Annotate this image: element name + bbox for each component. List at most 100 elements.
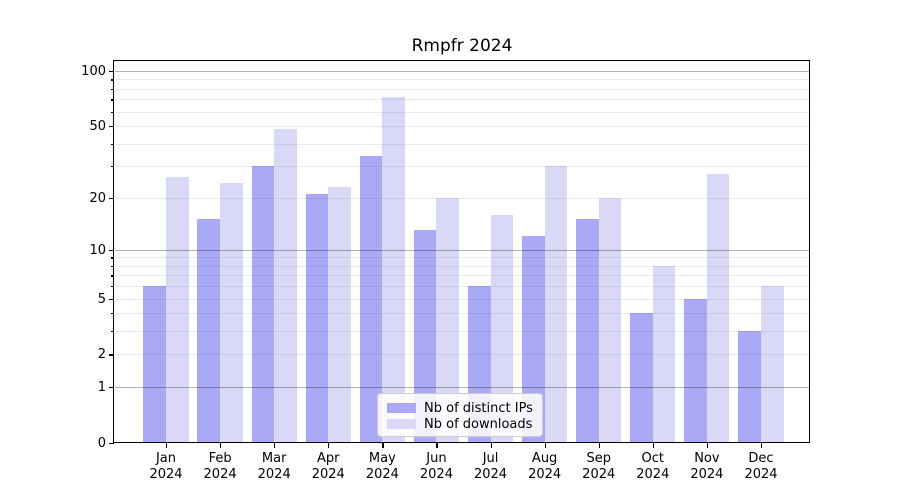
bar-downloads-jun: [436, 197, 460, 443]
x-tick-label-sep: Sep 2024: [569, 451, 629, 483]
chart-title: Rmpfr 2024: [411, 36, 513, 56]
y-tick-0: [109, 443, 114, 445]
bar-downloads-feb: [220, 183, 243, 443]
minor-gridline-3: [115, 331, 809, 333]
minor-gridline-4: [115, 313, 809, 315]
minor-tick-80: [111, 88, 114, 90]
y-tick-100: [109, 70, 114, 73]
legend-swatch-downloads: [387, 419, 416, 429]
legend-swatch-distinct-ips: [387, 403, 416, 413]
minor-gridline-8: [115, 265, 809, 267]
legend: Nb of distinct IPs Nb of downloads: [377, 393, 543, 437]
minor-gridline-90: [115, 79, 809, 81]
y-tick-label-5: 5: [97, 291, 106, 307]
bar-distinct-ips-nov: [684, 298, 707, 443]
x-tick-apr: [328, 443, 330, 448]
x-tick-mar: [274, 443, 276, 448]
major-gridline-1: [115, 387, 809, 389]
bar-downloads-sep: [598, 197, 622, 443]
x-tick-may: [382, 443, 384, 448]
x-tick-label-jun: Jun 2024: [406, 451, 466, 483]
x-tick-label-nov: Nov 2024: [677, 451, 737, 483]
bar-downloads-oct: [652, 265, 676, 443]
x-tick-year-oct: 2024: [636, 467, 670, 482]
y-tick-50: [109, 126, 114, 128]
minor-tick-8: [111, 265, 114, 268]
major-gridline-10: [115, 249, 809, 251]
x-tick-jul: [490, 443, 492, 448]
minor-tick-4: [111, 313, 114, 315]
bar-distinct-ips-mar: [251, 166, 275, 443]
minor-gridline-70: [115, 99, 809, 101]
x-tick-label-feb: Feb 2024: [190, 451, 250, 483]
x-tick-nov: [706, 443, 709, 448]
bar-distinct-ips-apr: [305, 193, 329, 443]
legend-label-downloads: Nb of downloads: [424, 416, 533, 432]
x-tick-label-mar: Mar 2024: [244, 451, 304, 483]
x-tick-year-mar: 2024: [257, 467, 291, 482]
bar-downloads-dec: [760, 286, 784, 443]
minor-gridline-50: [115, 126, 809, 128]
bar-downloads-apr: [328, 186, 351, 443]
minor-gridline-20: [115, 197, 809, 199]
x-tick-year-sep: 2024: [582, 467, 616, 482]
bar-downloads-may: [382, 97, 405, 443]
legend-item-distinct-ips: Nb of distinct IPs: [387, 400, 533, 416]
y-tick-label-2: 2: [97, 347, 106, 363]
minor-tick-30: [111, 166, 114, 168]
x-tick-year-jul: 2024: [473, 467, 508, 482]
minor-gridline-6: [115, 286, 809, 288]
bar-distinct-ips-aug: [522, 236, 545, 443]
y-tick-label-100: 100: [81, 63, 106, 79]
bar-downloads-nov: [706, 174, 730, 443]
x-tick-sep: [598, 443, 600, 448]
minor-gridline-80: [115, 88, 809, 90]
bar-distinct-ips-dec: [738, 331, 761, 443]
x-tick-dec: [760, 443, 763, 448]
x-tick-label-apr: Apr 2024: [298, 451, 358, 483]
bar-downloads-jul: [490, 214, 514, 443]
y-tick-label-10: 10: [89, 242, 106, 258]
bar-distinct-ips-sep: [576, 219, 599, 443]
x-tick-jun: [436, 443, 438, 448]
minor-gridline-7: [115, 275, 809, 277]
minor-tick-40: [111, 143, 114, 145]
y-tick-10: [109, 249, 114, 251]
x-tick-year-dec: 2024: [744, 467, 778, 482]
x-tick-year-jan: 2024: [149, 467, 183, 482]
x-tick-year-feb: 2024: [203, 467, 237, 482]
y-tick-2: [109, 354, 114, 356]
minor-gridline-30: [115, 166, 809, 168]
x-tick-feb: [220, 443, 222, 448]
x-tick-jan: [166, 443, 168, 448]
minor-tick-3: [111, 331, 114, 333]
minor-tick-7: [111, 275, 114, 277]
minor-tick-9: [111, 257, 114, 259]
y-tick-label-50: 50: [89, 119, 106, 135]
x-tick-label-may: May 2024: [352, 451, 412, 483]
x-tick-year-nov: 2024: [690, 467, 724, 482]
bar-distinct-ips-jan: [143, 286, 166, 443]
x-tick-label-oct: Oct 2024: [623, 451, 683, 483]
bar-downloads-jan: [166, 177, 189, 443]
y-tick-label-1: 1: [97, 380, 106, 396]
x-tick-label-jan: Jan 2024: [136, 451, 196, 483]
minor-gridline-5: [115, 298, 809, 300]
minor-tick-70: [111, 99, 114, 101]
x-tick-aug: [544, 443, 546, 448]
y-tick-1: [109, 387, 114, 389]
minor-gridline-9: [115, 257, 809, 259]
bar-downloads-mar: [274, 129, 297, 443]
x-tick-label-jul: Jul 2024: [461, 451, 521, 483]
bar-distinct-ips-may: [359, 156, 383, 443]
minor-tick-6: [111, 286, 114, 288]
minor-gridline-2: [115, 354, 809, 356]
bar-downloads-aug: [544, 166, 568, 443]
minor-tick-90: [111, 79, 114, 81]
x-tick-year-apr: 2024: [311, 467, 345, 482]
x-tick-year-jun: 2024: [419, 467, 453, 482]
y-tick-20: [109, 197, 114, 199]
x-tick-label-dec: Dec 2024: [731, 451, 791, 483]
bar-distinct-ips-oct: [630, 313, 653, 443]
